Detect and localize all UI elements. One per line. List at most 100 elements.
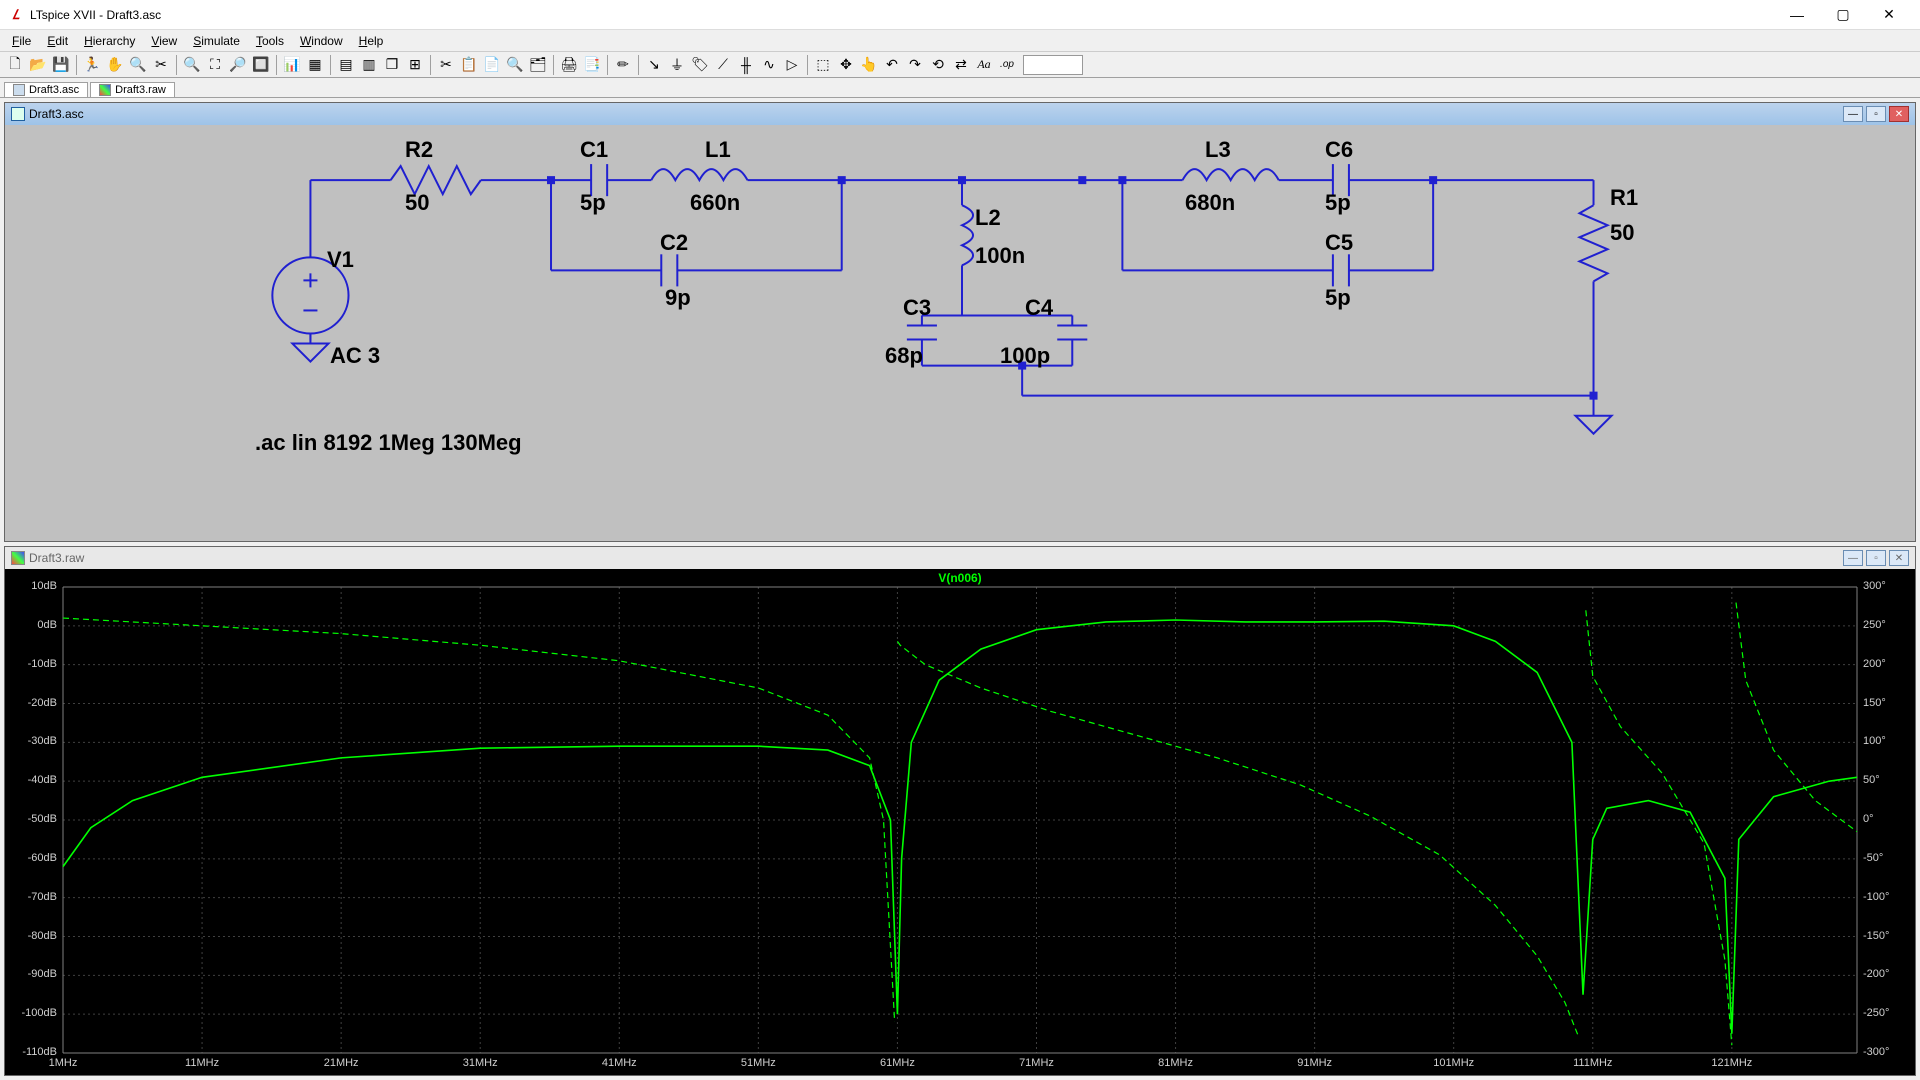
doctab-Draft3-asc[interactable]: Draft3.asc (4, 82, 88, 97)
inductor-icon[interactable]: ∿ (758, 54, 780, 76)
schematic-label[interactable]: 9p (665, 285, 691, 311)
cut-icon[interactable]: ✂ (435, 54, 457, 76)
schematic-pane-titlebar[interactable]: Draft3.asc — ▫ ✕ (5, 103, 1915, 125)
schematic-label[interactable]: L2 (975, 205, 1001, 231)
axis-tick-label: -10dB (28, 658, 57, 670)
undo-icon[interactable]: ↶ (881, 54, 903, 76)
schematic-label[interactable]: C3 (903, 295, 931, 321)
resistor-icon[interactable]: ⟋ (712, 54, 734, 76)
spice-dir-icon[interactable]: .op (996, 54, 1018, 76)
document-tabs: Draft3.ascDraft3.raw (0, 78, 1920, 98)
axis-tick-label: 0dB (37, 619, 57, 631)
cascade-icon[interactable]: ❐ (381, 54, 403, 76)
schematic-label[interactable]: V1 (327, 247, 354, 273)
schematic-label[interactable]: R2 (405, 137, 433, 163)
tile-horiz-icon[interactable]: ▤ (335, 54, 357, 76)
menu-elp[interactable]: Help (351, 32, 392, 50)
label-icon[interactable]: 🏷 (689, 54, 711, 76)
wire-icon[interactable]: ↘ (643, 54, 665, 76)
maximize-button[interactable]: ▢ (1820, 0, 1866, 30)
schematic-label[interactable]: 50 (1610, 220, 1634, 246)
close-all-icon[interactable]: ⊞ (404, 54, 426, 76)
pane-minimize-button[interactable]: — (1843, 550, 1863, 566)
diode-icon[interactable]: ▷ (781, 54, 803, 76)
axis-tick-label: 0° (1863, 813, 1874, 825)
ground-icon[interactable]: ⏚ (666, 54, 688, 76)
toolbar-search-field[interactable] (1023, 55, 1083, 75)
minimize-button[interactable]: — (1774, 0, 1820, 30)
schematic-label[interactable]: L3 (1205, 137, 1231, 163)
probe-icon[interactable]: 🔍 (127, 54, 149, 76)
close-button[interactable]: ✕ (1866, 0, 1912, 30)
waveform-pane-titlebar[interactable]: Draft3.raw — ▫ ✕ (5, 547, 1915, 569)
pan-icon[interactable]: ⛶ (204, 54, 226, 76)
pane-maximize-button[interactable]: ▫ (1866, 550, 1886, 566)
schematic-label[interactable]: 5p (1325, 285, 1351, 311)
autorange-icon[interactable]: 📊 (281, 54, 303, 76)
print-setup-icon[interactable]: 📑 (581, 54, 603, 76)
menu-iew[interactable]: View (143, 32, 185, 50)
waveform-canvas[interactable]: V(n006) 10dB0dB-10dB-20dB-30dB-40dB-50dB… (5, 569, 1915, 1075)
schematic-label[interactable]: 68p (885, 343, 923, 369)
zoom-fit-icon[interactable]: 🔲 (250, 54, 272, 76)
redo-icon[interactable]: ↷ (904, 54, 926, 76)
axis-tick-label: 71MHz (1019, 1057, 1054, 1069)
open-file-icon[interactable]: 📂 (27, 54, 49, 76)
new-file-icon[interactable]: 🗋 (4, 54, 26, 76)
rotate-icon[interactable]: ⟲ (927, 54, 949, 76)
schematic-label[interactable]: 100p (1000, 343, 1050, 369)
pane-minimize-button[interactable]: — (1843, 106, 1863, 122)
pane-close-button[interactable]: ✕ (1889, 550, 1909, 566)
text-icon[interactable]: Aa (973, 54, 995, 76)
schematic-pane-title: Draft3.asc (29, 107, 84, 121)
schematic-label[interactable]: AC 3 (330, 343, 380, 369)
save-icon[interactable]: 💾 (50, 54, 72, 76)
run-icon[interactable]: 🏃 (81, 54, 103, 76)
menu-ools[interactable]: Tools (248, 32, 292, 50)
schematic-label[interactable]: C6 (1325, 137, 1353, 163)
zoom-in-icon[interactable]: 🔍 (181, 54, 203, 76)
schematic-label[interactable]: 680n (1185, 190, 1235, 216)
schematic-label[interactable]: 660n (690, 190, 740, 216)
pane-maximize-button[interactable]: ▫ (1866, 106, 1886, 122)
zoom-out-icon[interactable]: 🔎 (227, 54, 249, 76)
component-icon[interactable]: ⬚ (812, 54, 834, 76)
schematic-label[interactable]: 5p (580, 190, 606, 216)
tile-vert-icon[interactable]: ▥ (358, 54, 380, 76)
capacitor-icon[interactable]: ╫ (735, 54, 757, 76)
copy-icon[interactable]: 📋 (458, 54, 480, 76)
drag-icon[interactable]: 👆 (858, 54, 880, 76)
work-area: Draft3.asc — ▫ ✕ R2 50 C1 5p L1 660nC2 9p L2 100… (0, 98, 1920, 1080)
schematic-label[interactable]: 5p (1325, 190, 1351, 216)
mirror-icon[interactable]: ⇄ (950, 54, 972, 76)
menu-imulate[interactable]: Simulate (185, 32, 248, 50)
axis-tick-label: 300° (1863, 580, 1886, 592)
doctab-Draft3-raw[interactable]: Draft3.raw (90, 82, 175, 97)
axis-tick-label: -80dB (28, 930, 57, 942)
cut-probe-icon[interactable]: ✂ (150, 54, 172, 76)
print-icon[interactable]: 🖨 (558, 54, 580, 76)
pane-close-button[interactable]: ✕ (1889, 106, 1909, 122)
schematic-label[interactable]: R1 (1610, 185, 1638, 211)
schematic-label[interactable]: .ac lin 8192 1Meg 130Meg (255, 430, 522, 456)
schematic-label[interactable]: C4 (1025, 295, 1053, 321)
schematic-label[interactable]: C2 (660, 230, 688, 256)
schematic-label[interactable]: 100n (975, 243, 1025, 269)
move-icon[interactable]: ✥ (835, 54, 857, 76)
find-icon[interactable]: 🔍 (504, 54, 526, 76)
schematic-label[interactable]: C1 (580, 137, 608, 163)
menu-ile[interactable]: File (4, 32, 39, 50)
paste-icon[interactable]: 📄 (481, 54, 503, 76)
halt-icon[interactable]: ✋ (104, 54, 126, 76)
schematic-label[interactable]: C5 (1325, 230, 1353, 256)
menu-ierarchy[interactable]: Hierarchy (76, 32, 143, 50)
schematic-label[interactable]: 50 (405, 190, 429, 216)
pencil-icon[interactable]: ✏ (612, 54, 634, 76)
schematic-label[interactable]: L1 (705, 137, 731, 163)
paste-special-icon[interactable]: 🗂 (527, 54, 549, 76)
schematic-canvas[interactable]: R2 50 C1 5p L1 660nC2 9p L2 100n C3 68p C4 100p L3 680… (5, 125, 1915, 541)
axis-tick-label: 41MHz (602, 1057, 637, 1069)
toggle-grid-icon[interactable]: ▦ (304, 54, 326, 76)
menu-dit[interactable]: Edit (39, 32, 76, 50)
menu-indow[interactable]: Window (292, 32, 351, 50)
